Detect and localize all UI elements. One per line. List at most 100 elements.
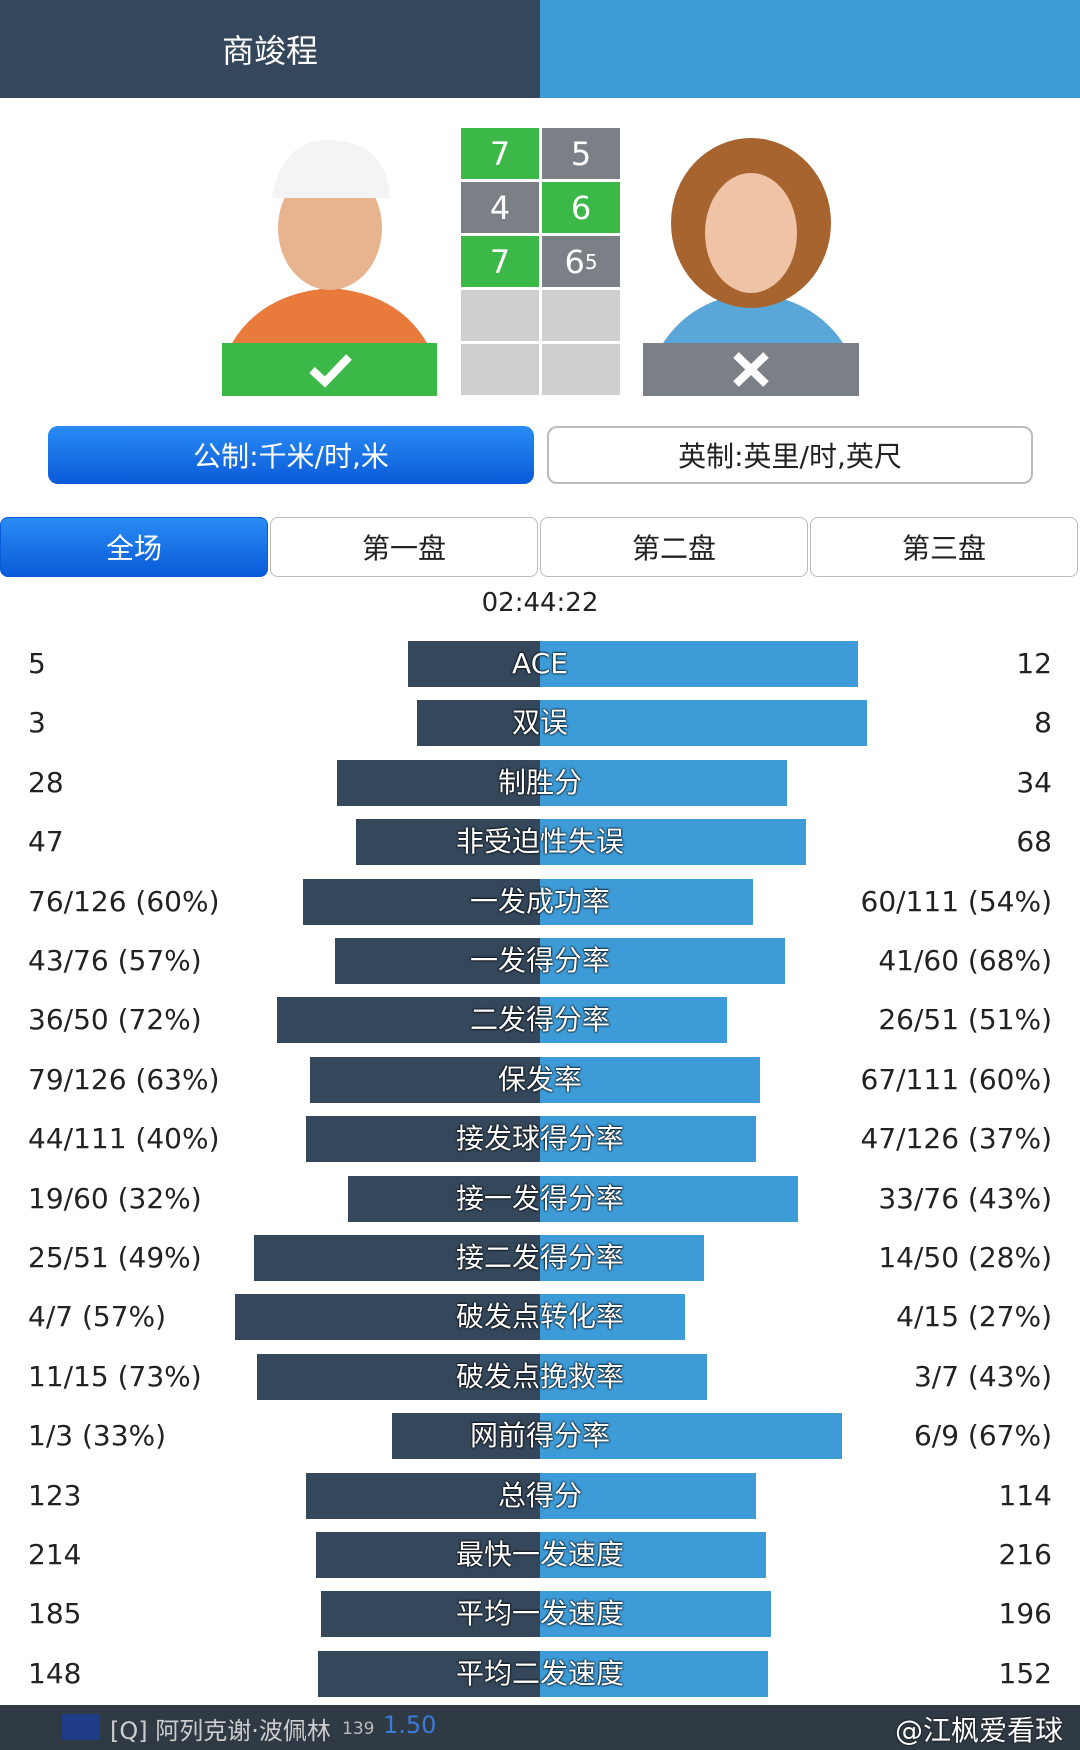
stat-label: 总得分: [497, 1478, 582, 1512]
footer-rank: 139: [342, 1719, 375, 1739]
tab[interactable]: 第一盘: [270, 517, 538, 577]
bar-left: [234, 1294, 540, 1341]
bar-left: [417, 700, 540, 747]
stat-left: 185: [28, 1597, 82, 1631]
stat-left: 148: [28, 1656, 82, 1690]
stat-left: 5: [28, 647, 46, 680]
bar-left: [309, 1056, 540, 1103]
bar-left: [348, 1175, 540, 1222]
stat-right: 67/111 (60%): [860, 1062, 1053, 1096]
bar-left: [321, 1591, 540, 1638]
stat-left: 76/126 (60%): [28, 884, 220, 918]
stat-right: 33/76 (43%): [878, 1181, 1052, 1215]
stat-left: 47: [28, 825, 64, 859]
stat-left: 214: [28, 1538, 82, 1571]
stat-left: 79/126 (63%): [28, 1062, 220, 1096]
bar-right: [540, 759, 787, 806]
stat-left: 3: [28, 706, 46, 740]
stat-right: 60/111 (54%): [860, 884, 1053, 918]
stat-label: 一发成功率: [469, 884, 610, 918]
stat-right: 196: [998, 1597, 1052, 1631]
stat-label: 保发率: [497, 1062, 582, 1096]
score-cell: 6: [542, 182, 620, 233]
watermark: @江枫爱看球: [895, 1714, 1064, 1747]
stat-label: 二发得分率: [469, 1003, 610, 1037]
player-right-header: [540, 0, 1080, 98]
bar-right: [540, 1413, 842, 1460]
bar-right: [540, 700, 868, 747]
stat-left: 19/60 (32%): [28, 1181, 202, 1215]
bar-left: [306, 1116, 540, 1163]
bar-right: [540, 1116, 757, 1163]
bar-right: [540, 641, 858, 687]
bar-left: [256, 1353, 540, 1400]
bar-right: [540, 997, 727, 1044]
bar-left: [303, 878, 540, 925]
stat-right: 12: [1016, 647, 1052, 680]
score-cell: [542, 344, 620, 395]
stat-right: 41/60 (68%): [878, 944, 1052, 977]
stat-right: 114: [998, 1478, 1052, 1512]
duration: 02:44:22: [481, 588, 599, 618]
stat-label: 接二发得分率: [455, 1241, 624, 1274]
stat-label: 非受迫性失误: [455, 825, 624, 859]
bar-right: [540, 1235, 704, 1281]
stat-right: 14/50 (28%): [878, 1241, 1052, 1274]
bar-left: [356, 819, 540, 866]
bar-left: [336, 759, 540, 806]
stat-right: 216: [998, 1538, 1052, 1571]
bar-left: [276, 997, 540, 1044]
bar-right: [540, 1472, 757, 1519]
stat-label: 一发得分率: [469, 944, 610, 977]
bar-right: [540, 1591, 772, 1638]
bar-left: [334, 938, 540, 984]
bar-right: [540, 1056, 760, 1103]
bar-left: [253, 1235, 540, 1281]
tiebreak: 5: [584, 249, 598, 274]
stat-right: 152: [998, 1656, 1052, 1690]
bar-left: [306, 1472, 540, 1519]
stat-left: 25/51 (49%): [28, 1241, 202, 1274]
bar-right: [540, 938, 785, 984]
bar-left: [407, 641, 540, 687]
win-box: [222, 343, 437, 396]
score-cell: [461, 344, 539, 395]
stat-label: 制胜分: [497, 765, 582, 799]
score-cell: 5: [542, 128, 620, 179]
stat-label: 接发球得分率: [455, 1122, 624, 1156]
stat-right: 8: [1034, 706, 1052, 740]
tab[interactable]: 第二盘: [540, 517, 808, 577]
bar-right: [540, 1650, 768, 1697]
footer-player: [Q] 阿列克谢·波佩林: [110, 1717, 331, 1745]
unit-button[interactable]: 公制:千米/时,米: [48, 426, 534, 484]
tab[interactable]: 第三盘: [810, 517, 1078, 577]
tab[interactable]: 全场: [0, 517, 268, 577]
stat-left: 43/76 (57%): [28, 944, 202, 977]
stat-label: 最快一发速度: [455, 1538, 624, 1571]
bar-left: [316, 1532, 540, 1578]
score-cell: [542, 290, 620, 341]
bar-right: [540, 1175, 798, 1222]
score-cell: 7: [461, 236, 539, 287]
footer-odds: 1.50: [383, 1711, 437, 1739]
footer: [Q] 阿列克谢·波佩林 139 1.50 @江枫爱看球: [0, 1705, 1080, 1750]
bar-right: [540, 878, 754, 925]
stat-left: 36/50 (72%): [28, 1003, 202, 1037]
stat-left: 123: [28, 1478, 82, 1512]
stat-left: 28: [28, 765, 64, 799]
bar-right: [540, 1353, 707, 1400]
stat-left: 11/15 (73%): [28, 1359, 202, 1393]
stat-label: 接一发得分率: [455, 1181, 624, 1215]
stat-label: 平均一发速度: [455, 1597, 624, 1631]
bar-right: [540, 1294, 685, 1341]
stat-label: ACE: [512, 647, 568, 680]
stat-label: 破发点转化率: [455, 1300, 624, 1334]
unit-button[interactable]: 英制:英里/时,英尺: [547, 426, 1033, 484]
stat-right: 34: [1016, 765, 1052, 799]
stat-left: 1/3 (33%): [28, 1419, 167, 1453]
loss-box: [643, 343, 859, 396]
player-left-header: 商竣程: [0, 0, 540, 98]
